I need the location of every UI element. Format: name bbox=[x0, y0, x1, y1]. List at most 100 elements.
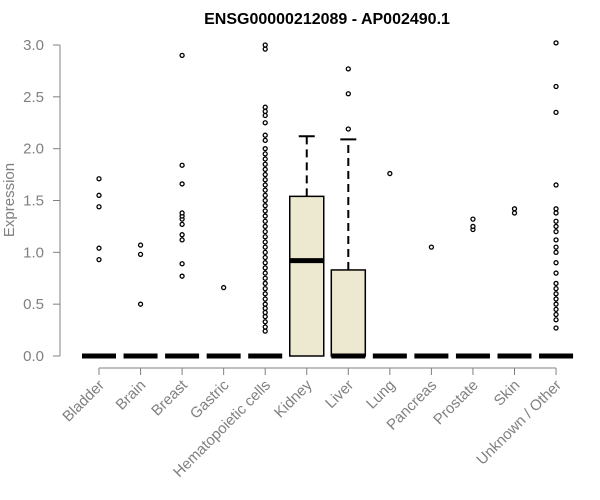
outlier-point bbox=[262, 171, 268, 178]
outlier-point bbox=[179, 273, 185, 279]
outlier-point bbox=[179, 181, 185, 187]
outlier-point bbox=[262, 254, 268, 261]
outlier-point bbox=[262, 120, 268, 126]
outlier-point bbox=[262, 177, 268, 183]
outlier-point bbox=[137, 251, 144, 258]
outlier-point bbox=[262, 305, 268, 311]
box-prostate bbox=[455, 216, 490, 359]
outlier-point bbox=[553, 301, 559, 307]
outlier-point bbox=[96, 256, 102, 263]
x-tick-label: Brain bbox=[113, 377, 150, 414]
outlier-point bbox=[262, 301, 268, 307]
box-iqr bbox=[289, 195, 325, 357]
x-tick-label: Bladder bbox=[59, 377, 108, 426]
outlier-point bbox=[262, 112, 268, 119]
y-tick-label: 2.5 bbox=[23, 89, 44, 106]
outlier-point bbox=[262, 228, 268, 235]
outlier-point bbox=[553, 280, 559, 287]
outlier-point bbox=[262, 213, 268, 219]
outlier-point bbox=[262, 285, 268, 292]
box-kidney bbox=[289, 135, 325, 357]
outlier-point bbox=[345, 91, 351, 97]
outlier-point bbox=[262, 223, 268, 230]
outlier-point bbox=[179, 52, 185, 59]
outlier-point bbox=[553, 296, 559, 302]
box-liver bbox=[330, 66, 367, 359]
outlier-point bbox=[262, 234, 268, 240]
x-tick-label: Breast bbox=[148, 376, 191, 419]
y-tick-label: 1.5 bbox=[23, 193, 44, 210]
outlier-point bbox=[262, 42, 268, 48]
outlier-point bbox=[511, 206, 518, 212]
y-tick-label: 1.0 bbox=[23, 244, 44, 261]
outlier-point bbox=[262, 218, 268, 224]
outlier-point bbox=[553, 228, 559, 235]
outlier-point bbox=[179, 210, 185, 216]
box-lung bbox=[372, 170, 407, 359]
box-bladder bbox=[82, 176, 116, 359]
y-tick-label: 0.5 bbox=[23, 296, 44, 313]
outlier-point bbox=[262, 203, 268, 209]
box-iqr bbox=[330, 269, 367, 357]
outlier-point bbox=[387, 170, 393, 177]
outlier-point bbox=[262, 249, 268, 255]
outlier-point bbox=[553, 291, 559, 297]
y-axis-label: Expression bbox=[1, 163, 18, 237]
outlier-point bbox=[345, 126, 351, 132]
outlier-point bbox=[179, 237, 185, 243]
outlier-point bbox=[553, 109, 559, 116]
box-skin bbox=[497, 206, 532, 359]
outlier-point bbox=[137, 242, 144, 248]
outlier-point bbox=[262, 187, 268, 193]
x-tick-label: Skin bbox=[491, 377, 524, 410]
outlier-point bbox=[179, 261, 185, 267]
outlier-point bbox=[553, 325, 559, 331]
outlier-point bbox=[262, 291, 268, 297]
outlier-point bbox=[470, 216, 476, 222]
outlier-point bbox=[96, 176, 102, 182]
box-hematopoietic-cells bbox=[248, 42, 283, 359]
outlier-point bbox=[262, 270, 268, 276]
chart-title: ENSG00000212089 - AP002490.1 bbox=[204, 11, 450, 28]
outlier-point bbox=[262, 151, 268, 157]
outlier-point bbox=[262, 161, 268, 167]
outlier-point bbox=[96, 204, 102, 210]
outlier-point bbox=[553, 311, 559, 318]
outlier-point bbox=[262, 265, 268, 271]
outlier-point bbox=[137, 301, 144, 307]
outlier-point bbox=[345, 66, 351, 72]
outlier-point bbox=[553, 182, 559, 188]
outlier-point bbox=[553, 260, 559, 266]
box-brain bbox=[123, 242, 158, 359]
outlier-point bbox=[262, 104, 268, 110]
outlier-point bbox=[553, 218, 559, 224]
outlier-point bbox=[179, 162, 185, 168]
outlier-point bbox=[262, 324, 268, 330]
y-tick-label: 3.0 bbox=[23, 37, 44, 54]
outlier-point bbox=[553, 285, 559, 292]
outlier-point bbox=[262, 319, 268, 325]
outlier-point bbox=[553, 83, 559, 90]
x-tick-label: Prostate bbox=[430, 377, 482, 429]
outlier-point bbox=[262, 309, 268, 316]
box-breast bbox=[165, 52, 200, 359]
outlier-point bbox=[553, 270, 559, 276]
outlier-point bbox=[262, 46, 268, 52]
outlier-point bbox=[262, 108, 268, 114]
outlier-point bbox=[553, 40, 559, 46]
x-tick-label: Kidney bbox=[271, 376, 316, 421]
x-tick-label: Lung bbox=[363, 377, 399, 413]
outlier-point bbox=[428, 244, 435, 250]
outlier-point bbox=[553, 237, 559, 243]
outlier-point bbox=[262, 244, 268, 250]
outlier-point bbox=[262, 296, 268, 302]
x-tick-label: Liver bbox=[322, 377, 357, 412]
outlier-point bbox=[470, 223, 476, 230]
outlier-point bbox=[553, 206, 559, 212]
outlier-point bbox=[179, 232, 185, 238]
outlier-point bbox=[553, 306, 559, 313]
box-pancreas bbox=[414, 244, 449, 359]
outlier-point bbox=[179, 221, 185, 227]
outlier-point bbox=[553, 249, 559, 255]
